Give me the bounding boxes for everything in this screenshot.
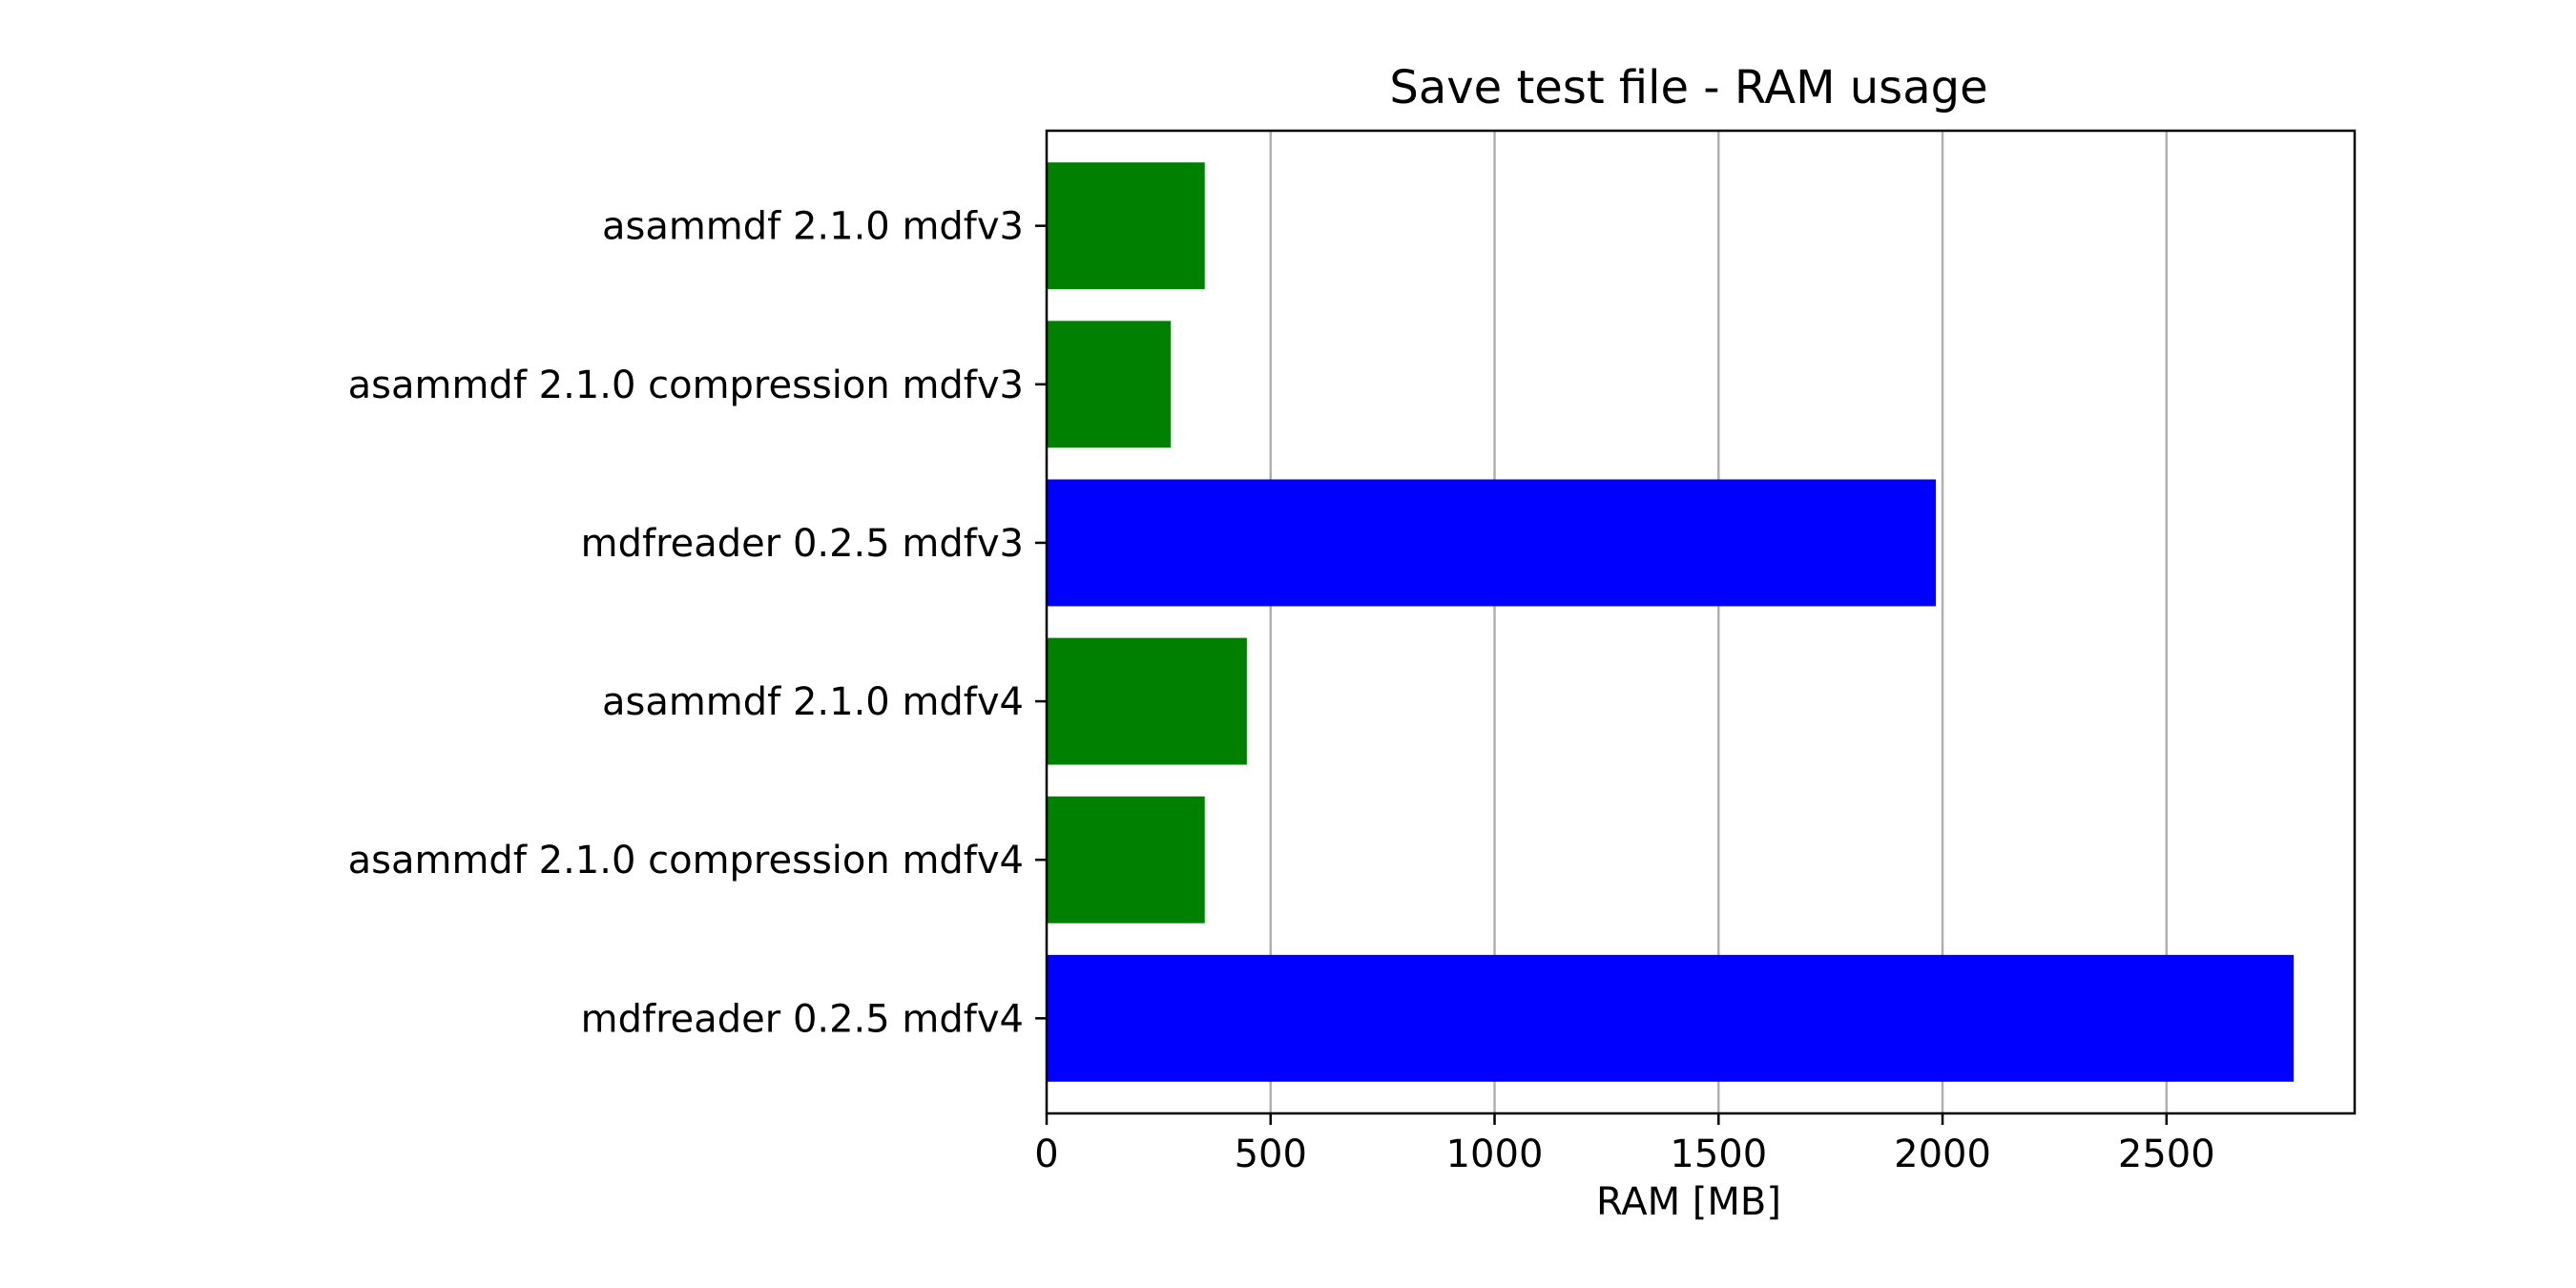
bar-2 bbox=[1047, 479, 1936, 607]
bar-0 bbox=[1047, 162, 1205, 290]
y-tick-label-4: asammdf 2.1.0 compression mdfv4 bbox=[348, 839, 1024, 883]
x-axis-label: RAM [MB] bbox=[1596, 1180, 1781, 1224]
x-tick-label-2500: 2500 bbox=[2118, 1132, 2215, 1176]
y-tick-label-3: asammdf 2.1.0 mdfv4 bbox=[602, 680, 1024, 724]
bar-4 bbox=[1047, 796, 1205, 924]
y-tick-label-2: mdfreader 0.2.5 mdfv3 bbox=[581, 522, 1024, 566]
y-tick-label-5: mdfreader 0.2.5 mdfv4 bbox=[581, 997, 1024, 1041]
x-tick-label-1500: 1500 bbox=[1670, 1132, 1767, 1176]
plot-frame bbox=[1045, 129, 2357, 1115]
x-tick-label-500: 500 bbox=[1235, 1132, 1307, 1176]
bar-5 bbox=[1047, 954, 2295, 1082]
axis-layer: 0 500 1000 1500 2000 2500 asammdf 2.1.0 mdfv3 a… bbox=[348, 129, 2357, 1176]
bar-1 bbox=[1047, 321, 1172, 448]
x-tick-label-2000: 2000 bbox=[1894, 1132, 1991, 1176]
y-tick-label-0: asammdf 2.1.0 mdfv3 bbox=[602, 205, 1024, 249]
x-tick-label-1000: 1000 bbox=[1446, 1132, 1544, 1176]
y-tick-label-1: asammdf 2.1.0 compression mdfv3 bbox=[348, 364, 1024, 407]
grid-layer bbox=[1269, 131, 2169, 1113]
chart-title: Save test file - RAM usage bbox=[1389, 61, 1987, 114]
bar-layer bbox=[1047, 162, 2295, 1082]
bar-3 bbox=[1047, 637, 1247, 765]
x-tick-label-0: 0 bbox=[1034, 1132, 1058, 1176]
